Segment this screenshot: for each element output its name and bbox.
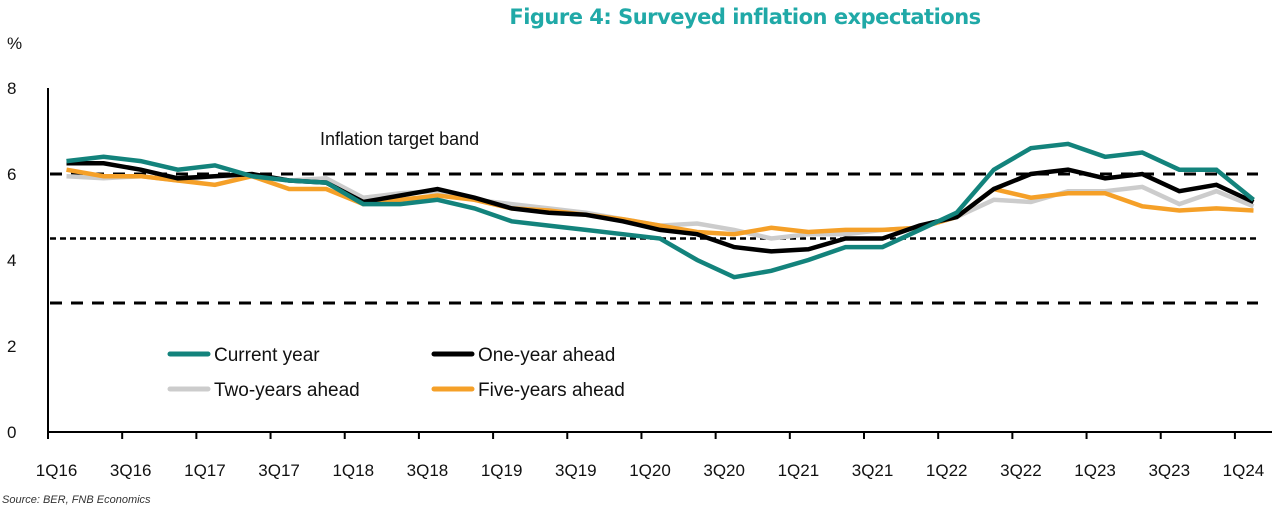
- legend: Current year One-year ahead Two-years ahea…: [167, 345, 625, 401]
- legend-item-two-years-ahead: Two-years ahead: [167, 380, 360, 401]
- legend-item-five-years-ahead: Five-years ahead: [431, 380, 625, 401]
- y-tick-labels: 0 2 4 6 8: [7, 79, 16, 442]
- x-tick-label: 1Q21: [778, 461, 820, 480]
- y-tick-label: 8: [7, 79, 16, 98]
- legend-label: One-year ahead: [478, 345, 615, 366]
- legend-label: Two-years ahead: [214, 380, 360, 401]
- y-axis-unit-label: %: [7, 34, 23, 53]
- y-tick-label: 6: [7, 165, 16, 184]
- x-tick-label: 1Q18: [332, 461, 374, 480]
- x-tick-label: 3Q20: [703, 461, 745, 480]
- y-tick-label: 4: [7, 251, 16, 270]
- legend-item-one-year-ahead: One-year ahead: [431, 345, 615, 366]
- x-tick-label: 1Q24: [1223, 461, 1265, 480]
- legend-label: Current year: [214, 345, 320, 366]
- x-tick-label: 1Q23: [1074, 461, 1116, 480]
- x-tick-label: 1Q22: [926, 461, 968, 480]
- series-layer: [66, 141, 1255, 280]
- x-tick-label: 3Q23: [1148, 461, 1190, 480]
- x-tick-label: 1Q19: [481, 461, 523, 480]
- x-tick-label: 3Q18: [407, 461, 449, 480]
- x-tick-label: 1Q16: [36, 461, 78, 480]
- x-tick-labels: 1Q16 3Q16 1Q17 3Q17 1Q18 3Q18 1Q19 3Q19 1Q20 3Q20…: [36, 461, 1265, 480]
- target-band-annotation: Inflation target band: [320, 129, 479, 149]
- x-tick-label: 3Q19: [555, 461, 597, 480]
- x-tick-label: 1Q20: [629, 461, 671, 480]
- y-tick-label: 0: [7, 423, 16, 442]
- legend-item-current-year: Current year: [167, 345, 320, 366]
- x-tick-label: 3Q16: [110, 461, 152, 480]
- x-tick-label: 3Q17: [258, 461, 300, 480]
- axes: [47, 88, 1272, 439]
- chart-title: Figure 4: Surveyed inflation expectation…: [509, 5, 981, 29]
- series-line-current-year: [66, 141, 1255, 280]
- x-tick-label: 3Q21: [852, 461, 894, 480]
- legend-label: Five-years ahead: [478, 380, 625, 401]
- series-line-five-years-ahead: [66, 167, 1254, 237]
- y-tick-label: 2: [7, 337, 16, 356]
- x-tick-label: 1Q17: [184, 461, 226, 480]
- source-note: Source: BER, FNB Economics: [2, 494, 151, 506]
- x-tick-label: 3Q22: [1000, 461, 1042, 480]
